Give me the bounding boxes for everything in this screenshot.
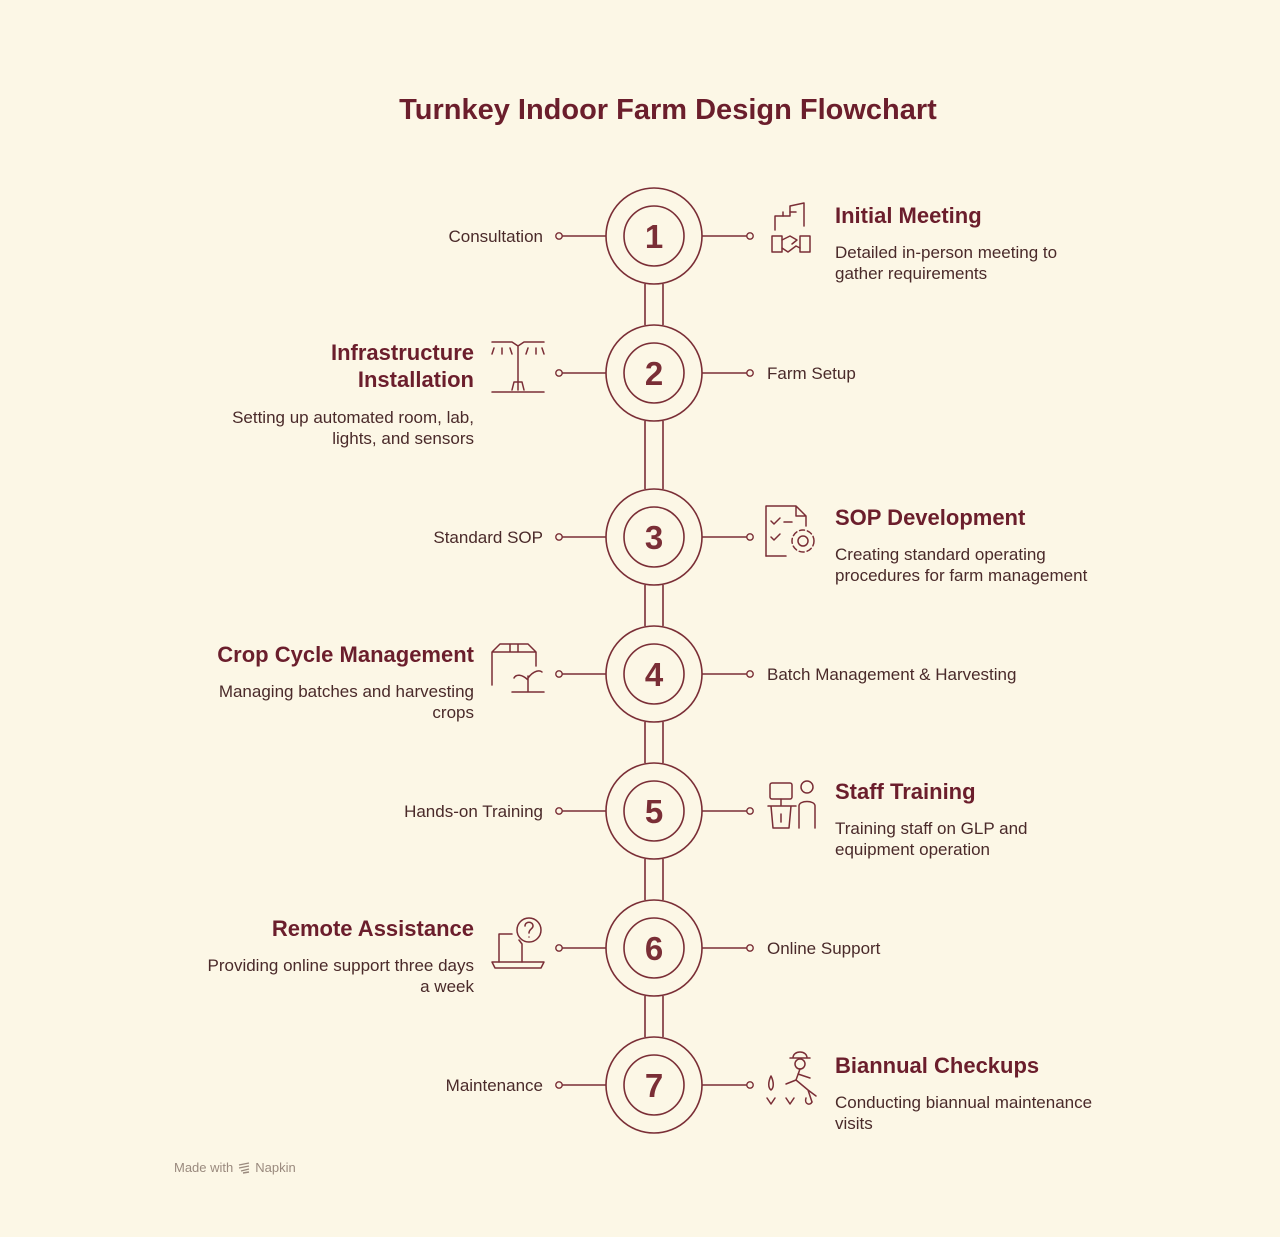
laptop-question-icon (491, 917, 545, 969)
step-7-description: Conducting biannual maintenance visits (835, 1093, 1093, 1133)
step-6-short-label: Online Support (767, 939, 881, 958)
step-5-number: 5 (645, 793, 663, 830)
step-2-node: 2 (555, 324, 754, 422)
checklist-gear-icon (765, 505, 815, 557)
farmer-icon (766, 1051, 817, 1105)
footer-brand: Napkin (255, 1160, 296, 1175)
step-2-heading: Infrastructure Installation (330, 340, 474, 392)
grow-light-icon (491, 341, 545, 393)
step-1-short-label: Consultation (448, 227, 543, 246)
step-7-node: 7 (555, 1036, 754, 1134)
step-2-description: Setting up automated room, lab, lights, … (232, 408, 474, 448)
step-6-heading: Remote Assistance (271, 916, 474, 941)
step-5-short-label: Hands-on Training (404, 802, 543, 821)
step-4-node: 4 (555, 625, 754, 723)
step-2-short-label: Farm Setup (767, 364, 856, 383)
step-6-description: Providing online support three days a we… (207, 956, 475, 996)
napkin-logo-icon (239, 1161, 250, 1174)
step-5-node: 5 (555, 762, 754, 860)
step-6-number: 6 (645, 930, 663, 967)
step-2-number: 2 (645, 355, 663, 392)
box-sprout-icon (491, 643, 545, 693)
step-5-heading: Staff Training (835, 779, 976, 804)
step-7-short-label: Maintenance (445, 1076, 543, 1095)
step-3-heading: SOP Development (835, 505, 1026, 530)
step-4-heading: Crop Cycle Management (217, 642, 474, 667)
step-3-node: 3 (555, 488, 754, 586)
step-7-heading: Biannual Checkups (835, 1053, 1040, 1078)
step-3-short-label: Standard SOP (433, 528, 543, 547)
step-7-number: 7 (645, 1067, 663, 1104)
step-1-description: Detailed in-person meeting to gather req… (835, 243, 1058, 283)
step-5-description: Training staff on GLP and equipment oper… (835, 819, 1028, 859)
step-4-number: 4 (645, 656, 664, 693)
step-3-number: 3 (645, 519, 663, 556)
step-1-node: 1 (555, 187, 754, 285)
diagram-title: Turnkey Indoor Farm Design Flowchart (399, 94, 937, 126)
step-1-heading: Initial Meeting (835, 203, 982, 228)
handshake-building-icon (771, 202, 811, 253)
presenter-icon (767, 780, 816, 829)
step-6-node: 6 (555, 899, 754, 997)
step-1-number: 1 (645, 218, 663, 255)
step-3-description: Creating standard operating procedures f… (835, 545, 1088, 585)
step-4-short-label: Batch Management & Harvesting (767, 665, 1017, 684)
footer-made-with: Made with (174, 1160, 234, 1175)
footer-credit: Made with Napkin (174, 1160, 296, 1175)
step-4-description: Managing batches and harvesting crops (218, 682, 474, 722)
